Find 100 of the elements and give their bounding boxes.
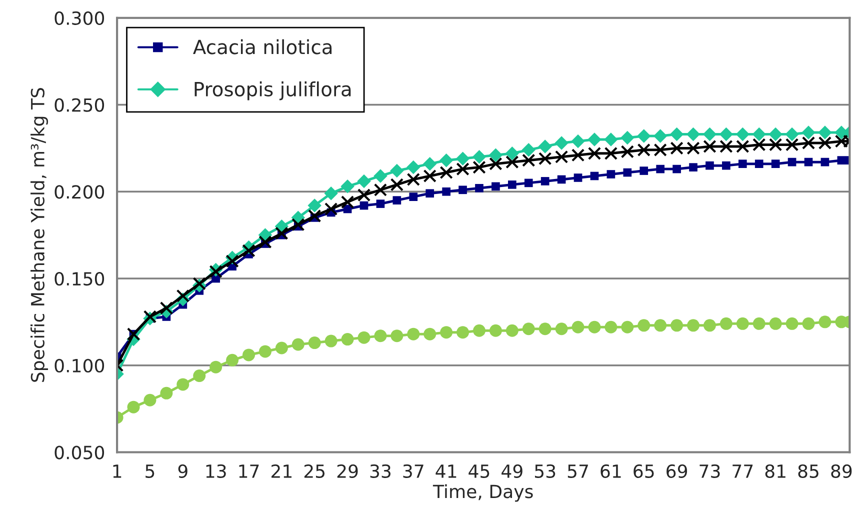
x-tick-label: 65	[634, 464, 654, 478]
point	[508, 180, 516, 189]
point	[292, 338, 304, 351]
point	[786, 317, 798, 330]
point	[538, 322, 552, 336]
x-tick-label: 9	[178, 464, 188, 478]
point	[620, 130, 634, 145]
point	[423, 169, 436, 183]
point	[768, 138, 782, 152]
x-tick-label: 21	[272, 464, 292, 478]
point	[176, 378, 190, 391]
point	[324, 186, 338, 200]
point	[522, 154, 536, 167]
y-tick-label: 0.250	[54, 98, 104, 112]
point	[834, 134, 848, 148]
point	[802, 126, 816, 140]
point	[193, 370, 206, 382]
point	[422, 156, 437, 171]
point	[308, 209, 322, 223]
point	[588, 320, 601, 334]
point	[672, 164, 681, 174]
point	[439, 153, 454, 168]
point	[689, 163, 698, 172]
x-tick-label: 37	[403, 464, 424, 478]
point	[308, 336, 321, 350]
point	[506, 324, 518, 337]
point	[242, 244, 256, 258]
point	[722, 161, 730, 170]
legend-label: Prosopis juliflora	[194, 81, 351, 100]
point	[456, 162, 470, 176]
point	[818, 316, 832, 328]
x-tick-label: 57	[568, 464, 588, 478]
point	[488, 148, 503, 162]
point	[258, 345, 272, 358]
point	[620, 145, 634, 158]
point	[390, 178, 404, 192]
point	[654, 143, 667, 157]
point	[574, 174, 582, 182]
point	[572, 320, 584, 334]
point	[456, 326, 470, 339]
x-tick-label: 17	[239, 464, 259, 478]
y-tick-label: 0.050	[54, 446, 104, 460]
point	[720, 317, 732, 330]
point	[275, 226, 288, 240]
point	[275, 342, 288, 354]
point	[588, 146, 602, 160]
point	[623, 168, 632, 177]
point	[654, 319, 667, 332]
point	[374, 330, 387, 342]
point	[686, 127, 700, 142]
point	[804, 158, 813, 166]
point	[752, 138, 766, 152]
point	[458, 186, 467, 194]
x-tick-label: 5	[146, 464, 154, 478]
point	[440, 166, 453, 180]
x-axis-title: Time, Days	[432, 484, 533, 502]
point	[670, 142, 684, 155]
point	[456, 152, 470, 166]
point	[769, 317, 782, 330]
point	[785, 138, 799, 152]
point	[571, 134, 585, 148]
point	[127, 400, 140, 414]
point	[126, 327, 140, 341]
x-tick-label: 53	[534, 464, 556, 478]
point	[703, 319, 716, 332]
point	[357, 174, 371, 188]
point	[670, 319, 684, 332]
point	[376, 200, 385, 208]
x-tick-label: 61	[600, 464, 621, 478]
point	[506, 155, 519, 169]
point	[409, 192, 418, 202]
point	[571, 148, 585, 162]
x-tick-label: 1	[113, 464, 122, 478]
y-tick-label: 0.200	[54, 185, 104, 199]
point	[636, 129, 651, 143]
point	[604, 320, 618, 334]
point	[621, 320, 634, 334]
point	[687, 319, 700, 332]
point	[656, 164, 664, 174]
point	[788, 158, 796, 166]
x-tick-label: 41	[436, 464, 456, 478]
point	[390, 164, 404, 178]
point	[340, 180, 354, 194]
x-tick-label: 33	[370, 464, 390, 478]
point	[144, 394, 156, 406]
point	[357, 188, 371, 202]
point	[754, 160, 764, 168]
point	[176, 289, 190, 302]
point	[606, 170, 616, 178]
point	[160, 301, 174, 315]
point	[406, 172, 420, 186]
point	[768, 127, 782, 142]
point	[738, 160, 747, 168]
x-tick-label: 29	[337, 464, 358, 478]
point	[638, 319, 650, 332]
point	[341, 333, 354, 346]
x-tick-label: 85	[798, 464, 818, 478]
y-tick-label: 0.150	[54, 272, 104, 286]
point	[703, 140, 716, 154]
point	[588, 132, 602, 146]
